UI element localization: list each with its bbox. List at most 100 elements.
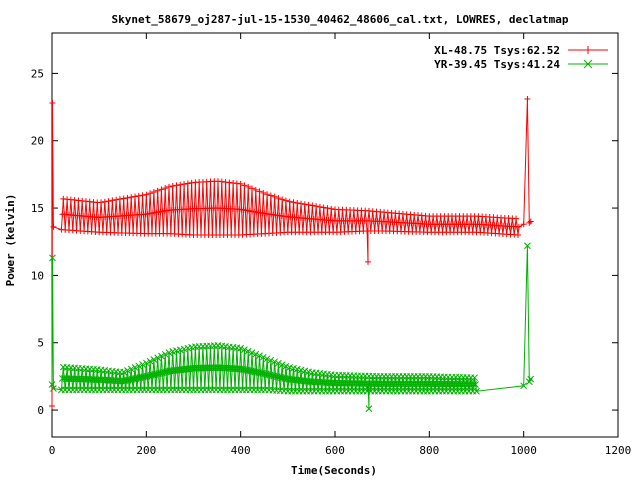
y-tick-label: 15 <box>31 202 44 215</box>
data-point <box>320 204 327 211</box>
data-point <box>520 382 528 390</box>
data-point <box>267 192 274 199</box>
data-point <box>154 187 161 194</box>
data-point <box>515 231 522 238</box>
data-point <box>271 358 278 366</box>
data-point <box>50 223 57 230</box>
legend-label: YR-39.45 Tsys:41.24 <box>434 58 560 71</box>
data-point <box>248 349 256 356</box>
data-point <box>116 196 123 203</box>
data-point <box>256 188 263 195</box>
data-point <box>252 186 259 193</box>
data-point <box>309 202 316 209</box>
data-point <box>252 350 260 358</box>
data-point <box>173 182 180 189</box>
data-point <box>135 362 143 370</box>
chart-title: Skynet_58679_oj287-jul-15-1530_40462_486… <box>112 13 569 26</box>
data-point <box>282 197 289 204</box>
data-point <box>259 353 267 361</box>
data-point <box>150 356 158 363</box>
data-point <box>50 385 57 392</box>
data-point <box>105 198 112 205</box>
data-point <box>237 180 244 187</box>
data-point <box>128 194 135 201</box>
data-point <box>267 356 275 364</box>
data-point <box>124 194 131 201</box>
data-point <box>328 205 335 212</box>
data-point <box>245 183 252 190</box>
data-point <box>524 242 531 250</box>
y-tick-label: 10 <box>31 269 44 282</box>
series-1 <box>49 95 534 410</box>
data-point <box>131 364 139 371</box>
data-point <box>365 258 372 265</box>
data-point <box>120 368 128 376</box>
data-point <box>98 199 105 206</box>
y-axis-label: Power (kelvin) <box>4 194 17 287</box>
data-point <box>237 344 245 352</box>
data-point <box>165 349 173 356</box>
x-tick-label: 400 <box>231 444 251 457</box>
data-point <box>271 193 278 200</box>
data-point <box>298 200 305 207</box>
x-tick-label: 800 <box>419 444 439 457</box>
data-point <box>290 199 297 206</box>
x-tick-label: 600 <box>325 444 345 457</box>
data-point <box>139 192 146 199</box>
data-point <box>282 362 290 370</box>
y-tick-label: 25 <box>31 67 44 80</box>
data-point <box>279 196 286 203</box>
x-tick-label: 200 <box>136 444 156 457</box>
data-point <box>527 218 534 225</box>
series-line <box>51 98 532 407</box>
data-point <box>241 182 248 189</box>
data-point <box>313 203 320 210</box>
data-point <box>365 405 373 413</box>
data-point <box>275 359 282 367</box>
data-point <box>520 221 527 228</box>
data-point <box>101 198 108 205</box>
data-point <box>158 186 165 193</box>
y-tick-label: 0 <box>37 404 44 417</box>
data-point <box>49 100 56 107</box>
data-point <box>150 189 157 196</box>
data-point <box>162 185 169 192</box>
data-point <box>527 375 535 383</box>
y-tick-label: 5 <box>37 337 44 350</box>
data-point <box>263 355 271 363</box>
data-point <box>305 201 312 208</box>
data-point <box>470 381 478 388</box>
data-point <box>113 196 120 203</box>
x-axis-label: Time(Seconds) <box>291 464 377 477</box>
x-tick-label: 1200 <box>605 444 632 457</box>
x-tick-label: 0 <box>49 444 56 457</box>
data-point <box>472 381 479 388</box>
data-point <box>49 254 56 262</box>
data-point <box>109 197 116 204</box>
data-point <box>471 374 478 382</box>
data-point <box>301 201 308 208</box>
data-point <box>49 403 55 410</box>
data-point <box>139 361 146 368</box>
data-point <box>158 352 165 360</box>
data-point <box>286 198 293 205</box>
data-point <box>513 215 520 222</box>
data-point <box>154 354 162 362</box>
data-point <box>244 347 252 355</box>
data-point <box>181 181 188 188</box>
data-point <box>147 190 154 197</box>
data-point <box>316 203 323 210</box>
data-point <box>275 195 282 202</box>
y-tick-label: 20 <box>31 135 44 148</box>
data-point <box>165 183 172 190</box>
data-point <box>161 350 169 358</box>
series-2 <box>48 242 535 413</box>
data-point <box>143 191 150 198</box>
data-point <box>324 205 331 212</box>
data-point <box>184 180 191 187</box>
plot-area: 0 200 400 600 800 1000 1200 0 5 10 15 20 25 <box>31 32 632 457</box>
data-point <box>264 191 271 198</box>
data-point <box>146 357 154 365</box>
data-point <box>124 367 131 374</box>
data-point <box>248 185 255 192</box>
